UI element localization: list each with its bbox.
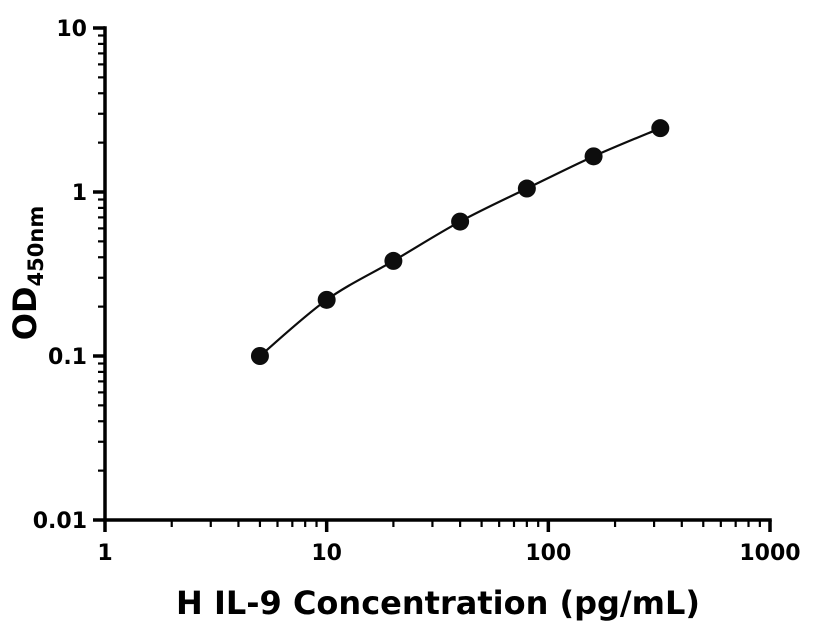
x-tick-label: 1 [97,541,112,566]
data-point [451,212,470,231]
x-axis-title: H IL-9 Concentration (pg/mL) [176,584,700,622]
data-point [584,147,603,166]
axis-spines [103,26,772,522]
data-point [317,290,336,309]
y-axis-title: OD450nm [6,206,48,340]
y-axis-title-text: OD450nm [6,206,48,340]
x-tick-label: 1000 [739,541,800,566]
y-axis-title-main: OD [6,286,44,340]
y-tick-label: 10 [56,17,87,42]
data-point [250,347,269,365]
data-point [651,119,670,138]
data-point [517,179,536,198]
y-axis-title-subscript: 450nm [24,206,48,287]
x-tick-label: 100 [525,541,571,566]
y-tick-label: 0.01 [33,509,87,534]
data-point [384,251,403,270]
y-tick-label: 1 [72,181,87,206]
x-tick-label: 10 [311,541,342,566]
y-tick-label: 0.1 [48,345,87,370]
series-group [250,119,670,365]
plot-axes: 1 10 100 1000 0.01 0.1 1 10 [33,17,801,566]
